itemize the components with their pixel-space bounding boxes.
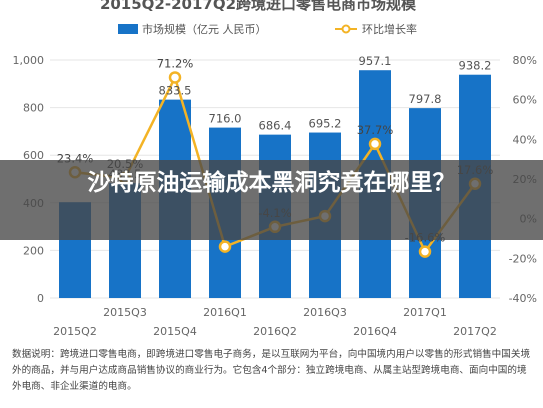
x-tick-label: 2015Q2 xyxy=(53,325,97,338)
legend: 市场规模（亿元 人民币） 环比增长率 xyxy=(118,22,417,36)
y-left-tick-label: 1,000 xyxy=(13,54,45,67)
legend-bar-swatch xyxy=(118,24,138,34)
y-left-tick-label: 800 xyxy=(23,102,44,115)
x-tick-label: 2017Q1 xyxy=(403,306,447,319)
legend-line-marker xyxy=(341,24,351,34)
legend-bar-label: 市场规模（亿元 人民币） xyxy=(142,22,267,36)
x-tick-label: 2016Q1 xyxy=(203,306,247,319)
bar-value-label: 957.1 xyxy=(359,54,392,68)
growth-point xyxy=(218,240,232,253)
growth-point xyxy=(418,245,432,258)
x-tick-label: 2017Q2 xyxy=(453,325,497,338)
bar-value-label: 833.5 xyxy=(159,84,192,98)
legend-line-label: 环比增长率 xyxy=(362,22,417,36)
axis-labels: 1,000800600400200080%60%40%20%0%-20%-40%… xyxy=(13,54,538,338)
bar-value-label: 686.4 xyxy=(259,119,292,133)
y-left-tick-label: 600 xyxy=(23,149,44,162)
y-left-tick-label: 200 xyxy=(23,244,44,257)
bar-value-label: 938.2 xyxy=(459,59,492,73)
y-right-tick-label: -20% xyxy=(509,252,537,265)
overlay-title: 沙特原油运输成本黑洞究竟在哪里？ xyxy=(87,170,456,196)
y-left-tick-label: 0 xyxy=(37,292,44,305)
x-tick-label: 2015Q4 xyxy=(153,325,197,338)
growth-value-label: 37.7% xyxy=(357,123,394,137)
growth-point xyxy=(168,71,182,84)
y-right-tick-label: 60% xyxy=(513,94,537,107)
y-right-tick-label: 80% xyxy=(513,54,537,67)
growth-point xyxy=(368,137,382,151)
bar-value-label: 716.0 xyxy=(209,112,242,126)
overlay-band xyxy=(0,160,543,240)
bar-value-label: 797.8 xyxy=(409,92,442,106)
y-right-tick-label: -40% xyxy=(509,292,537,305)
data-note: 数据说明：跨境进口零售电商，即跨境进口零售电子商务，是以互联网为平台，向中国境内… xyxy=(12,349,531,392)
x-tick-label: 2016Q4 xyxy=(353,325,397,338)
x-tick-label: 2015Q3 xyxy=(103,306,147,319)
y-right-tick-label: 40% xyxy=(513,133,537,146)
x-tick-label: 2016Q2 xyxy=(253,325,297,338)
growth-value-label: 71.2% xyxy=(157,56,194,70)
bar-value-label: 695.2 xyxy=(309,117,342,131)
x-tick-label: 2016Q3 xyxy=(303,306,347,319)
chart-title: 2015Q2-2017Q2跨境进口零售电商市场规模 xyxy=(100,0,417,13)
